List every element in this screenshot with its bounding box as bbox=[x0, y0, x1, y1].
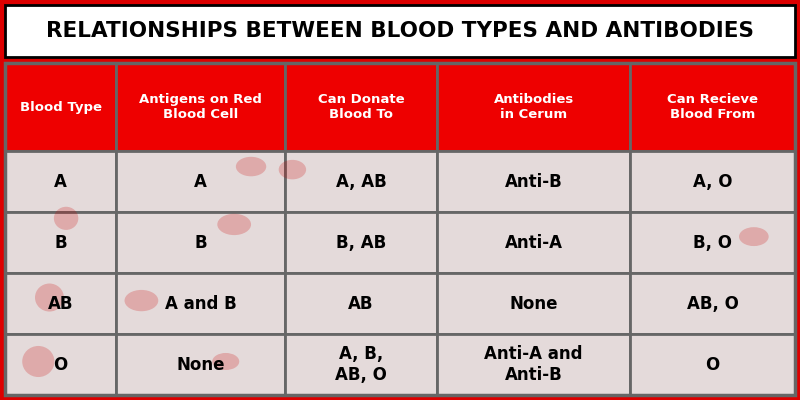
Text: O: O bbox=[54, 356, 68, 374]
FancyBboxPatch shape bbox=[285, 151, 437, 212]
Ellipse shape bbox=[218, 214, 251, 235]
FancyBboxPatch shape bbox=[116, 212, 285, 273]
Text: B: B bbox=[54, 234, 67, 252]
Text: B, AB: B, AB bbox=[336, 234, 386, 252]
FancyBboxPatch shape bbox=[5, 63, 116, 151]
Text: AB: AB bbox=[348, 295, 374, 313]
Text: RELATIONSHIPS BETWEEN BLOOD TYPES AND ANTIBODIES: RELATIONSHIPS BETWEEN BLOOD TYPES AND AN… bbox=[46, 21, 754, 41]
Ellipse shape bbox=[125, 290, 158, 311]
FancyBboxPatch shape bbox=[116, 151, 285, 212]
Text: Blood Type: Blood Type bbox=[19, 101, 102, 114]
Text: A: A bbox=[194, 173, 207, 191]
FancyBboxPatch shape bbox=[116, 63, 285, 151]
Ellipse shape bbox=[236, 157, 266, 176]
Text: None: None bbox=[176, 356, 225, 374]
Ellipse shape bbox=[212, 353, 239, 370]
Text: Antigens on Red
Blood Cell: Antigens on Red Blood Cell bbox=[139, 93, 262, 121]
FancyBboxPatch shape bbox=[437, 212, 630, 273]
Ellipse shape bbox=[739, 227, 769, 246]
Ellipse shape bbox=[278, 160, 306, 179]
Text: Anti-A: Anti-A bbox=[505, 234, 562, 252]
Ellipse shape bbox=[54, 207, 78, 230]
Text: B, O: B, O bbox=[694, 234, 732, 252]
Text: A and B: A and B bbox=[165, 295, 236, 313]
Text: Can Donate
Blood To: Can Donate Blood To bbox=[318, 93, 404, 121]
FancyBboxPatch shape bbox=[437, 63, 630, 151]
FancyBboxPatch shape bbox=[5, 334, 116, 395]
FancyBboxPatch shape bbox=[285, 334, 437, 395]
FancyBboxPatch shape bbox=[5, 212, 116, 273]
Ellipse shape bbox=[22, 346, 54, 377]
FancyBboxPatch shape bbox=[5, 151, 116, 212]
Text: B: B bbox=[194, 234, 206, 252]
Text: AB, O: AB, O bbox=[686, 295, 738, 313]
Text: Antibodies
in Cerum: Antibodies in Cerum bbox=[494, 93, 574, 121]
FancyBboxPatch shape bbox=[285, 212, 437, 273]
Text: None: None bbox=[510, 295, 558, 313]
Text: A, B,
AB, O: A, B, AB, O bbox=[335, 345, 387, 384]
Text: O: O bbox=[706, 356, 720, 374]
FancyBboxPatch shape bbox=[630, 63, 795, 151]
FancyBboxPatch shape bbox=[630, 151, 795, 212]
FancyBboxPatch shape bbox=[285, 273, 437, 334]
FancyBboxPatch shape bbox=[630, 334, 795, 395]
Text: A: A bbox=[54, 173, 67, 191]
FancyBboxPatch shape bbox=[116, 334, 285, 395]
FancyBboxPatch shape bbox=[630, 212, 795, 273]
FancyBboxPatch shape bbox=[437, 151, 630, 212]
Text: Anti-A and
Anti-B: Anti-A and Anti-B bbox=[485, 345, 583, 384]
Text: Can Recieve
Blood From: Can Recieve Blood From bbox=[667, 93, 758, 121]
FancyBboxPatch shape bbox=[437, 334, 630, 395]
FancyBboxPatch shape bbox=[116, 273, 285, 334]
FancyBboxPatch shape bbox=[285, 63, 437, 151]
FancyBboxPatch shape bbox=[630, 273, 795, 334]
FancyBboxPatch shape bbox=[5, 5, 795, 57]
Ellipse shape bbox=[35, 284, 64, 312]
FancyBboxPatch shape bbox=[5, 273, 116, 334]
Text: AB: AB bbox=[48, 295, 74, 313]
Text: Anti-B: Anti-B bbox=[505, 173, 562, 191]
Text: A, AB: A, AB bbox=[335, 173, 386, 191]
Text: A, O: A, O bbox=[693, 173, 733, 191]
FancyBboxPatch shape bbox=[437, 273, 630, 334]
